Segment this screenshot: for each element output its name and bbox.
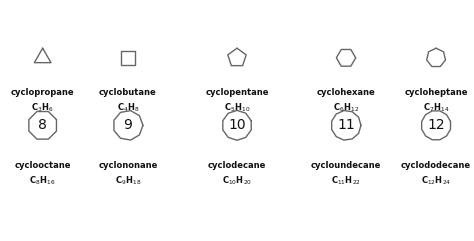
Text: cyclododecane: cyclododecane	[401, 161, 471, 170]
Text: cyclodecane: cyclodecane	[208, 161, 266, 170]
Text: $\mathbf{C}_{7}\mathbf{H}_{14}$: $\mathbf{C}_{7}\mathbf{H}_{14}$	[423, 101, 449, 114]
Text: $\mathbf{C}_{5}\mathbf{H}_{10}$: $\mathbf{C}_{5}\mathbf{H}_{10}$	[224, 101, 250, 114]
Text: cyclopentane: cyclopentane	[205, 88, 269, 97]
Text: cycloheptane: cycloheptane	[404, 88, 468, 97]
Text: 11: 11	[337, 118, 355, 132]
Text: cyclooctane: cyclooctane	[14, 161, 71, 170]
Text: cycloundecane: cycloundecane	[311, 161, 381, 170]
Text: 12: 12	[427, 118, 445, 132]
Text: 10: 10	[228, 118, 246, 132]
Text: $\mathbf{C}_{10}\mathbf{H}_{20}$: $\mathbf{C}_{10}\mathbf{H}_{20}$	[222, 174, 252, 187]
Text: $\mathbf{C}_{11}\mathbf{H}_{22}$: $\mathbf{C}_{11}\mathbf{H}_{22}$	[331, 174, 361, 187]
Text: $\mathbf{C}_{8}\mathbf{H}_{16}$: $\mathbf{C}_{8}\mathbf{H}_{16}$	[29, 174, 56, 187]
Text: cyclobutane: cyclobutane	[99, 88, 157, 97]
Text: cyclohexane: cyclohexane	[317, 88, 375, 97]
Text: $\mathbf{C}_{6}\mathbf{H}_{12}$: $\mathbf{C}_{6}\mathbf{H}_{12}$	[333, 101, 359, 114]
Text: $\mathbf{C}_{9}\mathbf{H}_{18}$: $\mathbf{C}_{9}\mathbf{H}_{18}$	[115, 174, 141, 187]
Text: $\mathbf{C}_{3}\mathbf{H}_{6}$: $\mathbf{C}_{3}\mathbf{H}_{6}$	[31, 101, 54, 114]
Text: cyclopropane: cyclopropane	[11, 88, 74, 97]
Text: cyclononane: cyclononane	[98, 161, 158, 170]
Text: 9: 9	[124, 118, 132, 132]
Text: 8: 8	[38, 118, 47, 132]
Text: $\mathbf{C}_{12}\mathbf{H}_{24}$: $\mathbf{C}_{12}\mathbf{H}_{24}$	[421, 174, 451, 187]
Text: $\mathbf{C}_{4}\mathbf{H}_{8}$: $\mathbf{C}_{4}\mathbf{H}_{8}$	[117, 101, 139, 114]
